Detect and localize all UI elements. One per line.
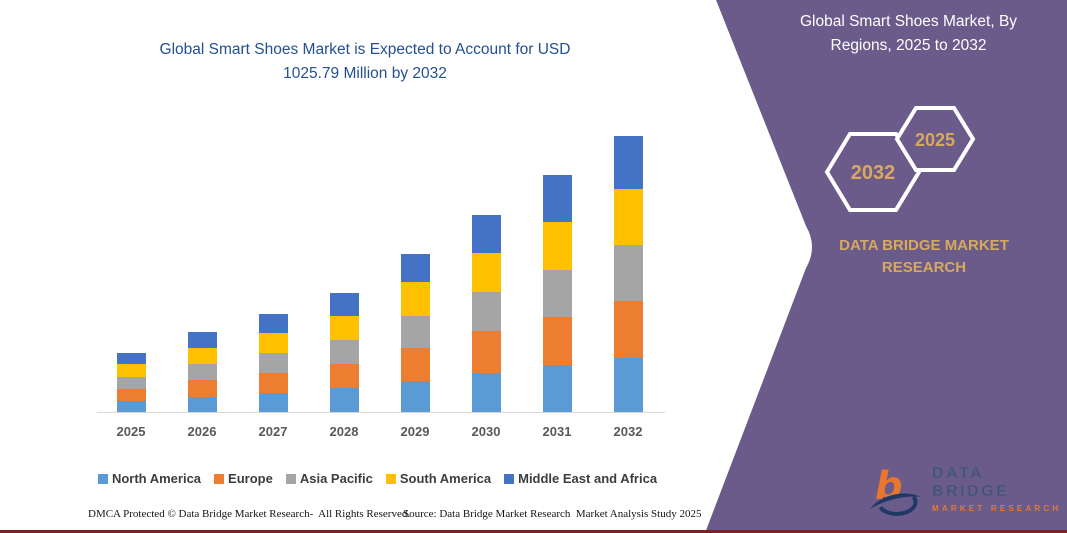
segment-south-america [187,347,217,364]
brand-wordmark-line2: RESEARCH [881,259,967,276]
segment-south-america [329,316,359,341]
segment-europe [613,301,643,359]
segment-south-america [258,333,288,353]
panel-heading: Global Smart Shoes Market, By Regions, 2… [762,10,1055,58]
segment-south-america [613,189,643,246]
segment-europe [471,331,501,374]
segment-asia-pacific [329,340,359,364]
stacked-bar-2028 [329,293,359,412]
chart-legend: North America Europe Asia Pacific South Ame… [85,471,670,486]
chart-title-line1: Global Smart Shoes Market is Expected to… [159,41,571,58]
segment-south-america [400,282,430,317]
hexagon-2025-year: 2025 [915,130,955,150]
dbmr-logo-icon: b [869,464,921,516]
segment-asia-pacific [258,352,288,374]
legend-swatch [97,473,108,484]
chart-title: Global Smart Shoes Market is Expected to… [100,38,630,86]
segment-middle-east-and-africa [258,314,288,334]
x-tick-2031: 2031 [542,424,572,439]
legend-item-europe: Europe [214,471,273,486]
panel-heading-line2: Regions, 2025 to 2032 [830,37,987,54]
segment-north-america [542,364,572,412]
segment-europe [258,373,288,393]
segment-middle-east-and-africa [116,353,146,365]
brand-wordmark: DATA BRIDGE MARKET RESEARCH [790,235,1058,279]
stacked-bar-2026 [187,331,217,412]
segment-middle-east-and-africa [329,293,359,317]
source-attribution-text: Source: Data Bridge Market Research Mark… [403,508,702,520]
legend-label: Asia Pacific [299,471,373,486]
legend-label: Middle East and Africa [518,471,658,486]
x-tick-2029: 2029 [400,424,430,439]
logo-title: DATA BRIDGE [932,465,1010,500]
segment-asia-pacific [471,292,501,332]
segment-north-america [187,396,217,412]
segment-asia-pacific [542,270,572,318]
segment-europe [400,347,430,382]
segment-middle-east-and-africa [542,175,572,222]
segment-south-america [471,253,501,293]
legend-swatch [214,473,225,484]
panel-heading-line1: Global Smart Shoes Market, By [799,13,1018,30]
segment-middle-east-and-africa [613,136,643,190]
dmca-copyright-text: DMCA Protected © Data Bridge Market Rese… [88,508,411,520]
segment-north-america [471,373,501,412]
logo-swoosh [869,493,921,510]
legend-item-asia-pacific: Asia Pacific [285,471,373,486]
segment-middle-east-and-africa [187,331,217,348]
x-tick-2025: 2025 [116,424,146,439]
x-tick-2028: 2028 [329,424,359,439]
stacked-bar-2030 [471,215,501,412]
hexagon-2025 [894,106,976,172]
segment-north-america [400,381,430,412]
stacked-bar-2027 [258,314,288,412]
segment-north-america [613,358,643,412]
segment-europe [329,363,359,388]
segment-middle-east-and-africa [471,215,501,254]
legend-item-north-america: North America [97,471,202,486]
legend-item-middle-east-and-africa: Middle East and Africa [504,471,657,486]
legend-swatch [385,473,396,484]
segment-south-america [542,221,572,271]
segment-middle-east-and-africa [400,254,430,283]
legend-label: North America [111,471,202,486]
segment-europe [187,379,217,397]
segment-north-america [258,392,288,412]
x-tick-2026: 2026 [187,424,217,439]
chart-title-line2: 1025.79 Million by 2032 [283,65,447,82]
segment-asia-pacific [187,363,217,380]
x-tick-2032: 2032 [613,424,643,439]
legend-swatch [285,473,296,484]
stacked-bar-2031 [542,175,572,412]
hexagon-year-badges: 2032 2025 [824,106,976,212]
stacked-bar-2025 [116,353,146,412]
segment-asia-pacific [400,316,430,348]
x-axis-labels: 2025 2026 2027 2028 2029 2030 2031 2032 [97,424,665,444]
dbmr-logo: b DATA BRIDGE MARKET RESEARCH [868,458,1063,520]
segment-south-america [116,364,146,378]
legend-swatch [504,473,515,484]
legend-item-south-america: South America [385,471,492,486]
bottom-accent-line [0,530,1067,533]
logo-arc [878,495,918,516]
legend-label: Europe [228,471,273,486]
stacked-bar-chart [97,130,665,413]
logo-subtitle: MARKET RESEARCH [932,504,1062,513]
segment-north-america [329,387,359,412]
brand-wordmark-line1: DATA BRIDGE MARKET [839,237,1009,254]
legend-label: South America [399,471,492,486]
x-tick-2027: 2027 [258,424,288,439]
segment-asia-pacific [116,377,146,389]
stacked-bar-2029 [400,254,430,412]
segment-europe [116,388,146,401]
stacked-bar-2032 [613,136,643,412]
segment-north-america [116,400,146,412]
segment-asia-pacific [613,245,643,302]
x-tick-2030: 2030 [471,424,501,439]
hexagon-2032-year: 2032 [851,162,896,184]
segment-europe [542,317,572,365]
